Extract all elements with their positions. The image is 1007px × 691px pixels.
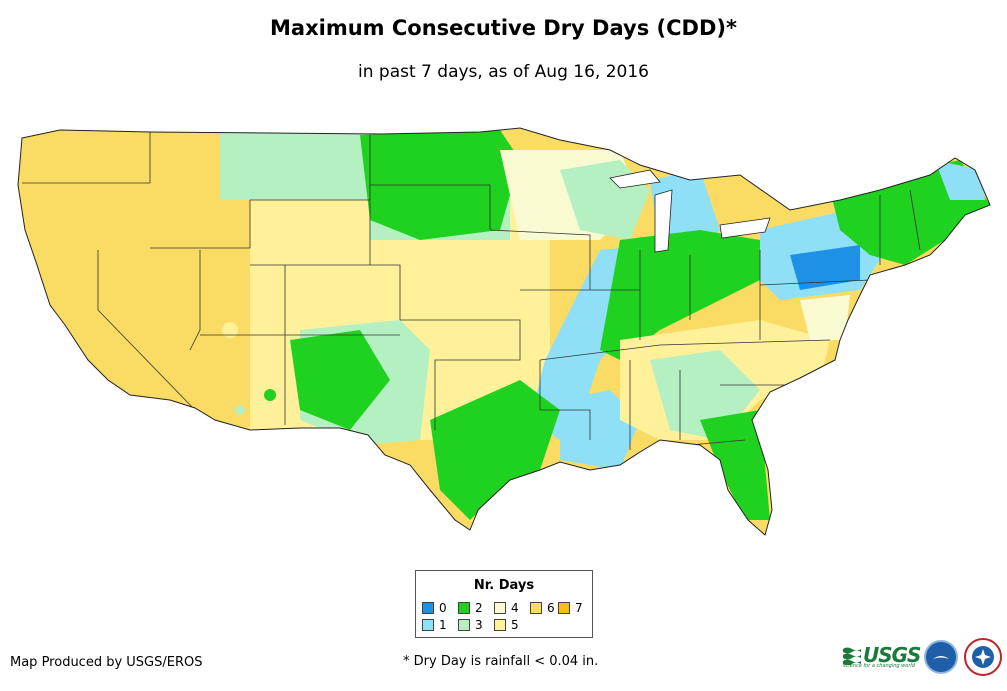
usgs-logo: USGS bbox=[843, 643, 921, 667]
legend-label: 0 bbox=[439, 601, 447, 615]
legend-item: 7 bbox=[558, 601, 583, 615]
noaa-bird-icon bbox=[933, 656, 949, 659]
usgs-logo-text: USGS bbox=[863, 643, 921, 667]
legend-swatch bbox=[494, 619, 506, 631]
legend-swatch bbox=[422, 602, 434, 614]
legend-item: 2 bbox=[458, 601, 483, 615]
noaa-logo-icon bbox=[924, 640, 958, 674]
legend-item: 0 bbox=[422, 601, 447, 615]
legend-item: 1 bbox=[422, 618, 447, 632]
nws-emblem-icon bbox=[972, 646, 994, 668]
usgs-tagline: science for a changing world bbox=[843, 663, 915, 669]
legend-label: 3 bbox=[475, 618, 483, 632]
map-subtitle: in past 7 days, as of Aug 16, 2016 bbox=[358, 62, 649, 82]
legend-swatch bbox=[458, 602, 470, 614]
legend-item: 5 bbox=[494, 618, 519, 632]
dry-day-footnote: * Dry Day is rainfall < 0.04 in. bbox=[403, 654, 599, 669]
legend-label: 2 bbox=[475, 601, 483, 615]
legend-swatch bbox=[458, 619, 470, 631]
legend-swatch bbox=[558, 602, 570, 614]
legend-grid: 0 1 2 3 4 5 6 7 bbox=[422, 601, 590, 633]
nws-logo-icon bbox=[964, 638, 1002, 676]
legend-label: 4 bbox=[511, 601, 519, 615]
legend-item: 6 bbox=[530, 601, 555, 615]
legend-title: Nr. Days bbox=[473, 578, 535, 593]
usgs-wave-icon bbox=[843, 647, 861, 665]
legend: Nr. Days 0 1 2 3 4 5 6 bbox=[415, 570, 593, 638]
legend-item: 4 bbox=[494, 601, 519, 615]
legend-item: 3 bbox=[458, 618, 483, 632]
legend-swatch bbox=[422, 619, 434, 631]
legend-label: 1 bbox=[439, 618, 447, 632]
map-title: Maximum Consecutive Dry Days (CDD)* bbox=[270, 16, 737, 40]
legend-swatch bbox=[494, 602, 506, 614]
cdd-map bbox=[17, 127, 991, 536]
producer-credit: Map Produced by USGS/EROS bbox=[10, 655, 203, 670]
legend-label: 6 bbox=[547, 601, 555, 615]
legend-swatch bbox=[530, 602, 542, 614]
legend-label: 7 bbox=[575, 601, 583, 615]
legend-label: 5 bbox=[511, 618, 519, 632]
